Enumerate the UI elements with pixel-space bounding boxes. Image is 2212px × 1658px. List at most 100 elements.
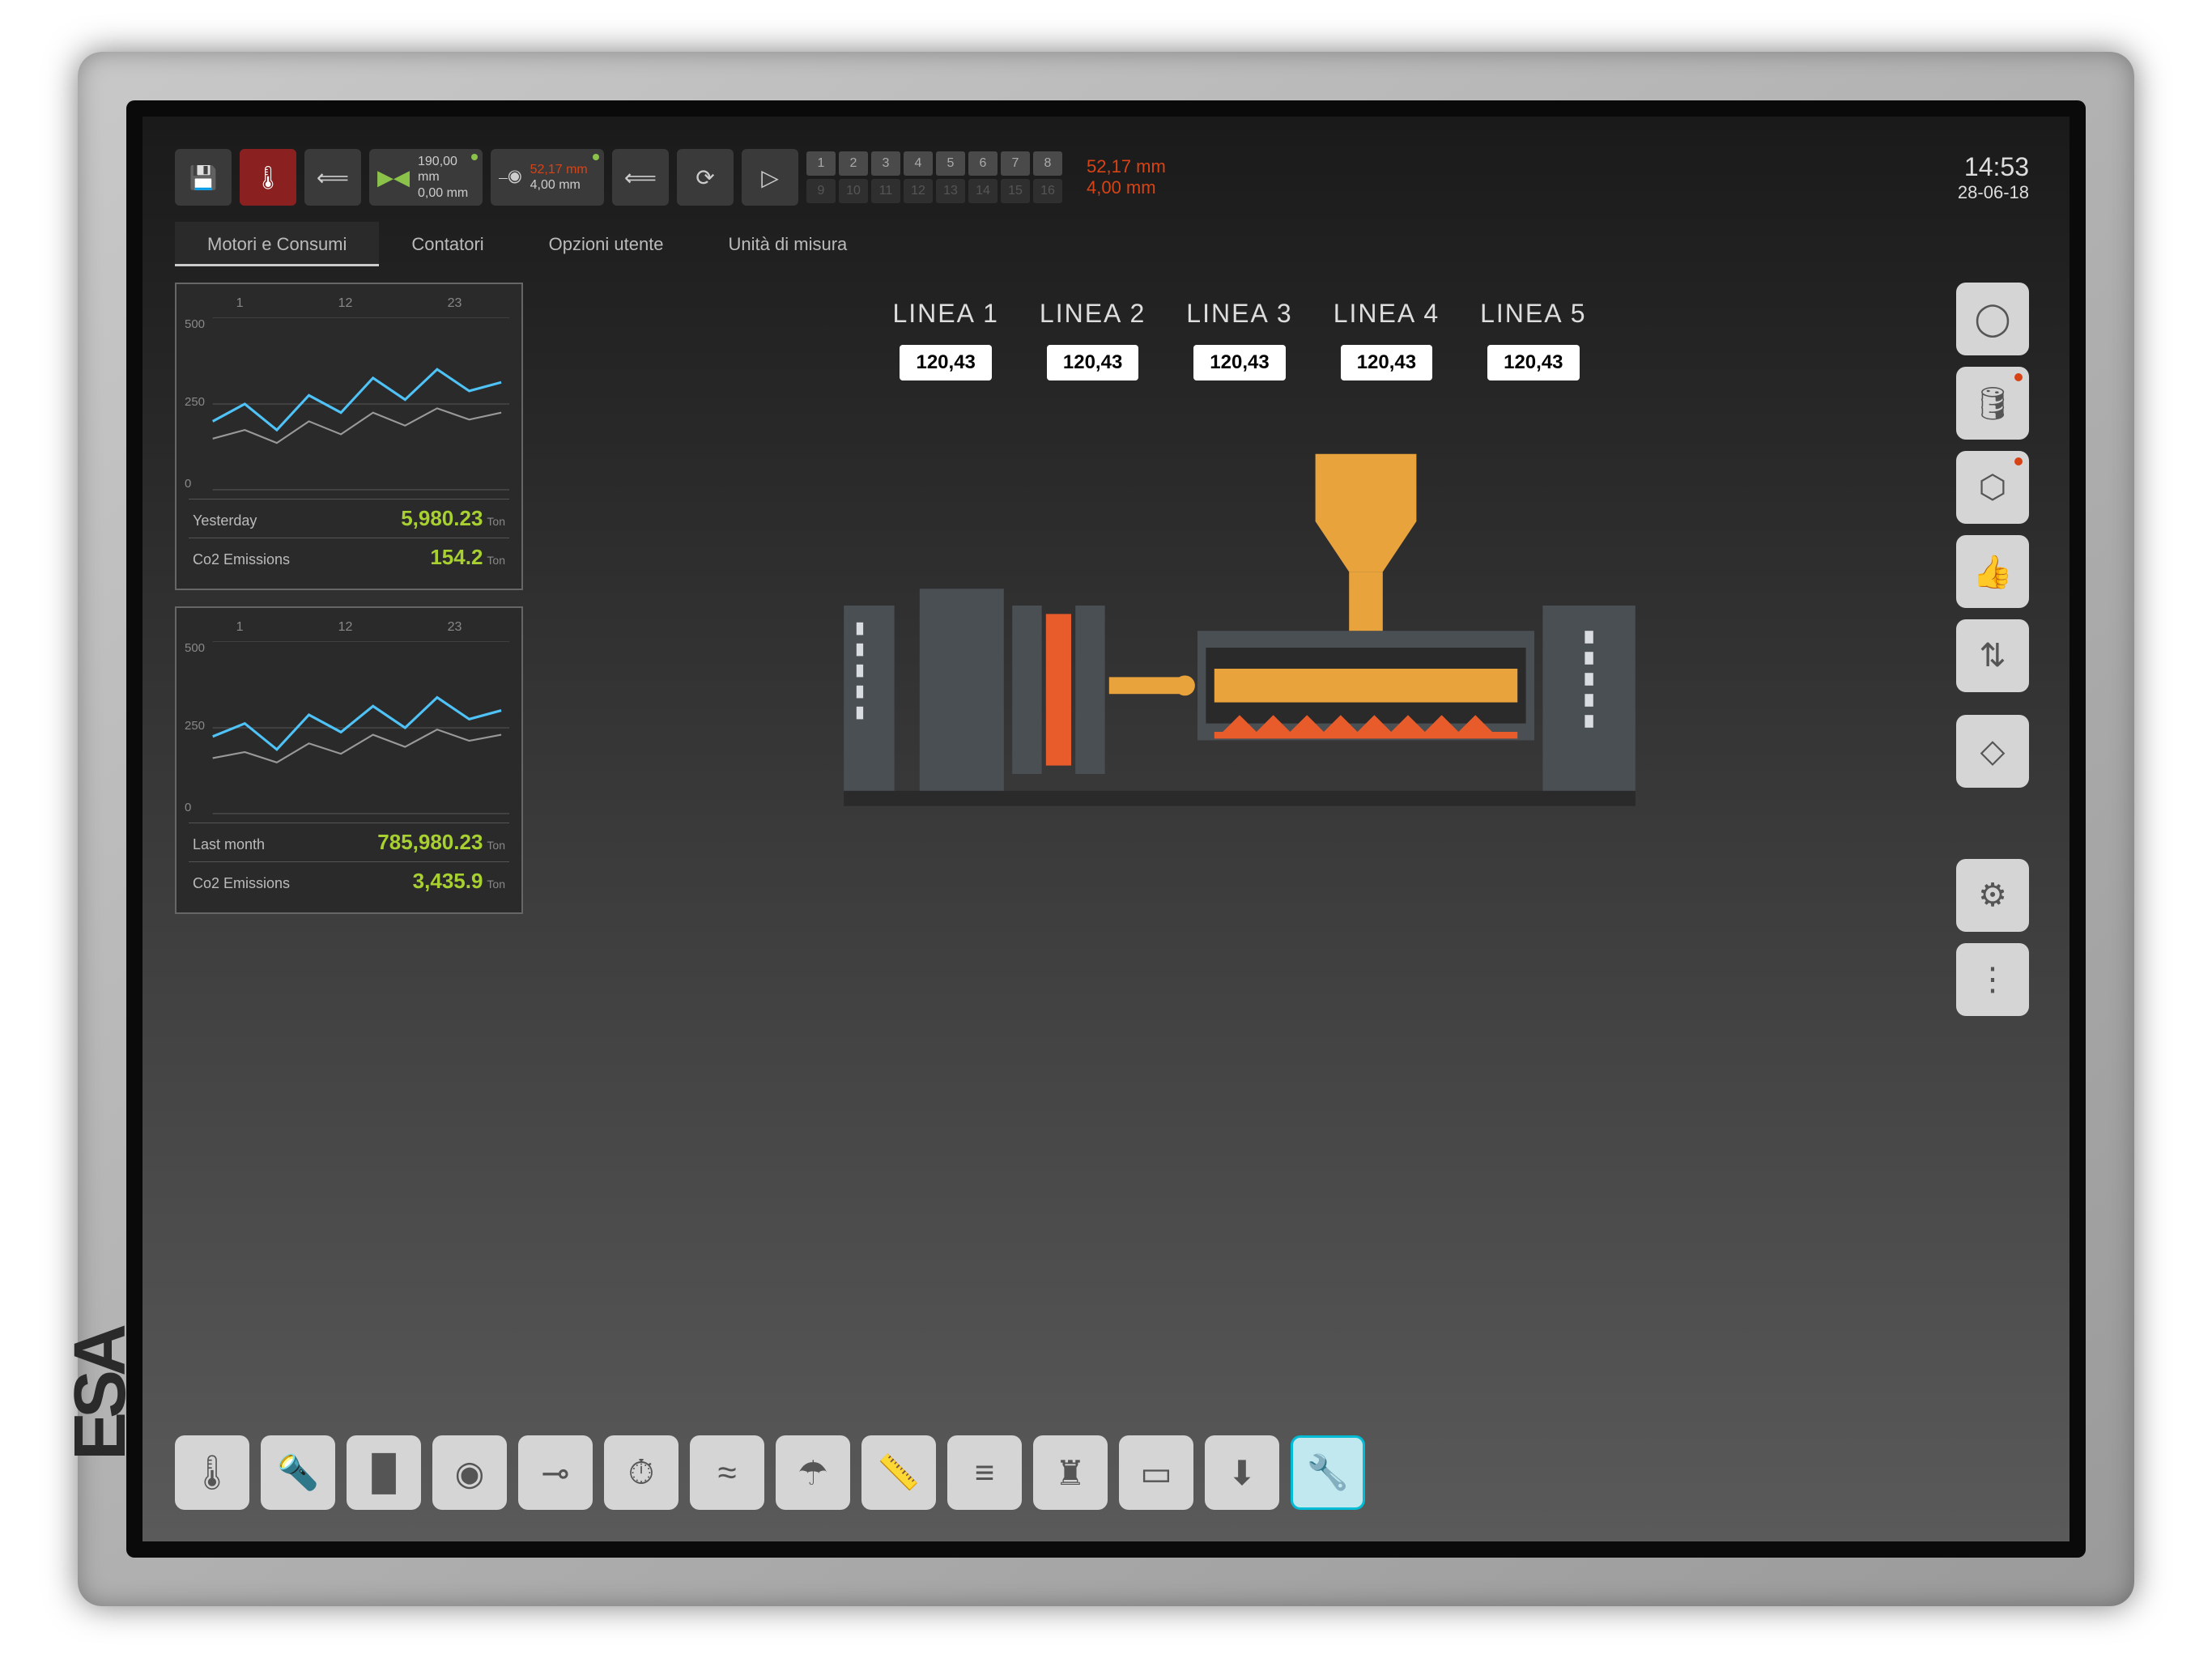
clamp-button[interactable]: ▶◀ 190,00 mm 0,00 mm bbox=[369, 149, 483, 206]
clock: 14:53 28-06-18 bbox=[1950, 152, 2037, 203]
clock-date: 28-06-18 bbox=[1958, 182, 2029, 203]
stat-unit: Ton bbox=[487, 515, 505, 528]
lamp-button[interactable]: ⟸ bbox=[304, 149, 361, 206]
program-cell[interactable]: 5 bbox=[936, 151, 965, 176]
shower-button[interactable]: ☂ bbox=[776, 1435, 850, 1510]
program-cell[interactable]: 16 bbox=[1033, 179, 1062, 203]
injection-button[interactable]: ⎯◉ 52,17 mm 4,00 mm bbox=[491, 149, 604, 206]
alert-dot-icon bbox=[2014, 373, 2023, 381]
layers-button[interactable]: ≡ bbox=[947, 1435, 1022, 1510]
status-led-icon bbox=[593, 154, 599, 160]
stat-value: 154.2 bbox=[430, 545, 483, 569]
injection-molding-diagram bbox=[543, 437, 1936, 858]
stat-row: Co2 Emissions3,435.9Ton bbox=[189, 861, 509, 900]
line-value[interactable]: 120,43 bbox=[1341, 345, 1432, 380]
line-title: LINEA 5 bbox=[1480, 299, 1586, 329]
program-cell[interactable]: 6 bbox=[968, 151, 998, 176]
tab-unità-di-misura[interactable]: Unità di misura bbox=[696, 222, 880, 266]
measure1-v1: 190,00 mm bbox=[418, 154, 474, 185]
line-column: LINEA 4 120,43 bbox=[1334, 299, 1440, 380]
program-cell[interactable]: 12 bbox=[904, 179, 933, 203]
down-button[interactable]: ⬇ bbox=[1205, 1435, 1279, 1510]
temp-button[interactable]: 🌡 bbox=[175, 1435, 249, 1510]
stat-unit: Ton bbox=[487, 839, 505, 852]
temp-icon: 🌡 bbox=[190, 1453, 233, 1493]
program-cell[interactable]: 1 bbox=[806, 151, 836, 176]
line-value[interactable]: 120,43 bbox=[1047, 345, 1138, 380]
program-cell[interactable]: 2 bbox=[839, 151, 868, 176]
stat-label: Co2 Emissions bbox=[193, 875, 290, 892]
line-value[interactable]: 120,43 bbox=[900, 345, 991, 380]
stat-unit: Ton bbox=[487, 878, 505, 891]
line-value[interactable]: 120,43 bbox=[1193, 345, 1285, 380]
user-button[interactable]: ◯ bbox=[1956, 283, 2029, 355]
stat-label: Last month bbox=[193, 836, 265, 853]
air-button[interactable]: ≈ bbox=[690, 1435, 764, 1510]
down-icon: ⬇ bbox=[1227, 1453, 1256, 1493]
center-panel: LINEA 1120,43LINEA 2120,43LINEA 3120,43L… bbox=[543, 283, 1936, 1416]
gate-icon: ▐▌ bbox=[359, 1453, 408, 1492]
program-grid: 12345678910111213141516 bbox=[806, 151, 1062, 203]
play-button[interactable]: ▷ bbox=[742, 149, 798, 206]
thumb-button[interactable]: 👍 bbox=[1956, 535, 2029, 608]
stop-button[interactable]: ⬡ bbox=[1956, 451, 2029, 524]
program-cell[interactable]: 7 bbox=[1001, 151, 1030, 176]
program-cell[interactable]: 15 bbox=[1001, 179, 1030, 203]
pins-icon: ♜ bbox=[1055, 1453, 1086, 1493]
measure2-v2: 4,00 mm bbox=[530, 177, 588, 193]
program-cell[interactable]: 3 bbox=[871, 151, 900, 176]
device-frame: ESA 💾 🌡 ⟸ ▶◀ 190,00 mm 0,00 mm ⎯◉ bbox=[78, 52, 2134, 1606]
wrench-button[interactable]: 🔧 bbox=[1291, 1435, 1365, 1510]
memory-button[interactable]: ▭ bbox=[1119, 1435, 1193, 1510]
dryer-icon: ◉ bbox=[455, 1453, 485, 1493]
oil-button[interactable]: 🛢 bbox=[1956, 367, 2029, 440]
tab-motori-e-consumi[interactable]: Motori e Consumi bbox=[175, 222, 379, 266]
program-cell[interactable]: 4 bbox=[904, 151, 933, 176]
temperature-alert-button[interactable]: 🌡 bbox=[240, 149, 296, 206]
timer-button[interactable]: ⏱ bbox=[604, 1435, 678, 1510]
oil-icon: 🛢 bbox=[1972, 385, 2014, 423]
program-cell[interactable]: 11 bbox=[871, 179, 900, 203]
measure2-v1: 52,17 mm bbox=[530, 162, 588, 177]
gear-button[interactable]: ⚙ bbox=[1956, 859, 2029, 932]
pins-button[interactable]: ♜ bbox=[1033, 1435, 1108, 1510]
toolbar: 💾 🌡 ⟸ ▶◀ 190,00 mm 0,00 mm ⎯◉ 5 bbox=[175, 145, 2037, 210]
wrench-icon: 🔧 bbox=[1307, 1453, 1349, 1493]
main-content: 1 12 23 500 250 0 bbox=[175, 283, 2037, 1416]
bottom-bar: 🌡 🔦 ▐▌ ◉ ⊸⏱≈☂ 📏 ≡ ♜ ▭ ⬇ 🔧 bbox=[175, 1432, 2037, 1513]
program-cell[interactable]: 8 bbox=[1033, 151, 1062, 176]
ruler-icon: 📏 bbox=[878, 1453, 920, 1493]
eject-button[interactable]: ⟸ bbox=[612, 149, 669, 206]
more-button[interactable]: ⋮ bbox=[1956, 943, 2029, 1016]
stat-value: 5,980.23 bbox=[401, 506, 483, 530]
inject-button[interactable]: ⊸ bbox=[518, 1435, 593, 1510]
chart-area: 500 250 0 bbox=[189, 641, 509, 814]
gate-button[interactable]: ▐▌ bbox=[347, 1435, 421, 1510]
cycle-button[interactable]: ⟳ bbox=[677, 149, 734, 206]
right-panel: ◯ 🛢 ⬡ 👍 ⇅ ◇ ⚙ ⋮ bbox=[1956, 283, 2037, 1416]
measurement-display: 52,17 mm 4,00 mm bbox=[1070, 156, 1182, 198]
flashlight-button[interactable]: 🔦 bbox=[261, 1435, 335, 1510]
save-button[interactable]: 💾 bbox=[175, 149, 232, 206]
program-cell[interactable]: 10 bbox=[839, 179, 868, 203]
line-title: LINEA 4 bbox=[1334, 299, 1440, 329]
stat-unit: Ton bbox=[487, 554, 505, 567]
transfer-button[interactable]: ⇅ bbox=[1956, 619, 2029, 692]
line-column: LINEA 5 120,43 bbox=[1480, 299, 1586, 380]
ruler-button[interactable]: 📏 bbox=[861, 1435, 936, 1510]
gear-icon: ⚙ bbox=[1978, 877, 2007, 914]
dryer-button[interactable]: ◉ bbox=[432, 1435, 507, 1510]
tab-contatori[interactable]: Contatori bbox=[379, 222, 516, 266]
alert-dot-icon bbox=[2014, 457, 2023, 466]
stop-icon: ⬡ bbox=[1979, 469, 2007, 506]
stat-row: Yesterday5,980.23Ton bbox=[189, 499, 509, 538]
program-cell[interactable]: 13 bbox=[936, 179, 965, 203]
program-cell[interactable]: 14 bbox=[968, 179, 998, 203]
line-title: LINEA 3 bbox=[1186, 299, 1292, 329]
tab-opzioni-utente[interactable]: Opzioni utente bbox=[517, 222, 696, 266]
chart-area: 500 250 0 bbox=[189, 317, 509, 491]
line-value[interactable]: 120,43 bbox=[1487, 345, 1579, 380]
program-cell[interactable]: 9 bbox=[806, 179, 836, 203]
measure1-v2: 0,00 mm bbox=[418, 185, 474, 201]
warn-button[interactable]: ◇ bbox=[1956, 715, 2029, 788]
